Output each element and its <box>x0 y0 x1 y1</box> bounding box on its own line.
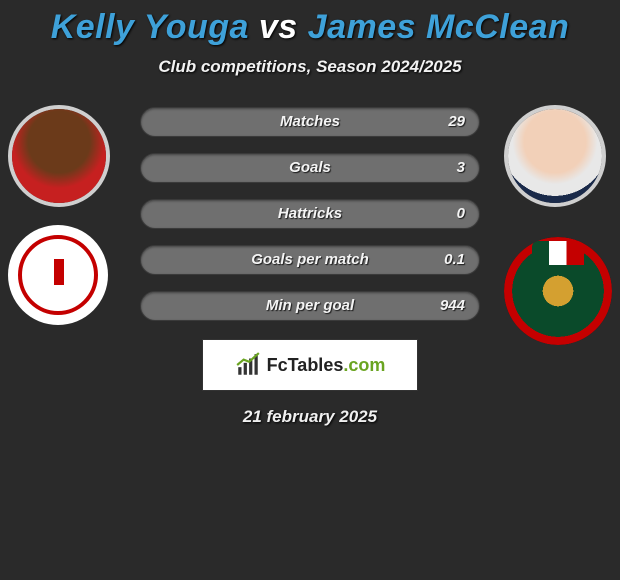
stat-bars: Matches 29 Goals 3 Hattricks 0 Goals per… <box>140 105 480 321</box>
comparison-card: Kelly Youga vs James McClean Club compet… <box>0 0 620 580</box>
stat-value: 0 <box>457 200 465 228</box>
stat-row-goals-per-match: Goals per match 0.1 <box>140 245 480 275</box>
stat-label: Matches <box>141 108 479 136</box>
player2-avatar <box>504 105 606 207</box>
player2-name: James McClean <box>308 8 570 46</box>
stat-row-min-per-goal: Min per goal 944 <box>140 291 480 321</box>
badge-suffix: .com <box>343 355 385 375</box>
stat-label: Min per goal <box>141 292 479 320</box>
stat-value: 944 <box>440 292 465 320</box>
vs-label: vs <box>259 8 298 46</box>
stat-label: Hattricks <box>141 200 479 228</box>
player2-face-icon <box>508 109 602 203</box>
stat-label: Goals per match <box>141 246 479 274</box>
stat-value: 3 <box>457 154 465 182</box>
badge-prefix: FcTables <box>267 355 344 375</box>
badge-text: FcTables.com <box>267 355 386 376</box>
content-area: Matches 29 Goals 3 Hattricks 0 Goals per… <box>0 105 620 427</box>
player2-club-crest <box>504 237 612 345</box>
stat-value: 0.1 <box>444 246 465 274</box>
stat-row-goals: Goals 3 <box>140 153 480 183</box>
left-column <box>8 105 110 325</box>
wrexham-crest-icon <box>504 237 612 345</box>
player1-avatar <box>8 105 110 207</box>
stat-row-matches: Matches 29 <box>140 107 480 137</box>
subtitle: Club competitions, Season 2024/2025 <box>0 57 620 77</box>
source-badge: FcTables.com <box>202 339 418 391</box>
crawley-crest-icon <box>18 235 98 315</box>
player1-face-icon <box>12 109 106 203</box>
chart-icon <box>235 352 261 378</box>
player1-club-crest <box>8 225 108 325</box>
stat-label: Goals <box>141 154 479 182</box>
date-label: 21 february 2025 <box>0 407 620 427</box>
page-title: Kelly Youga vs James McClean <box>0 0 620 47</box>
stat-value: 29 <box>448 108 465 136</box>
stat-row-hattricks: Hattricks 0 <box>140 199 480 229</box>
player1-name: Kelly Youga <box>51 8 249 46</box>
right-column <box>504 105 612 345</box>
